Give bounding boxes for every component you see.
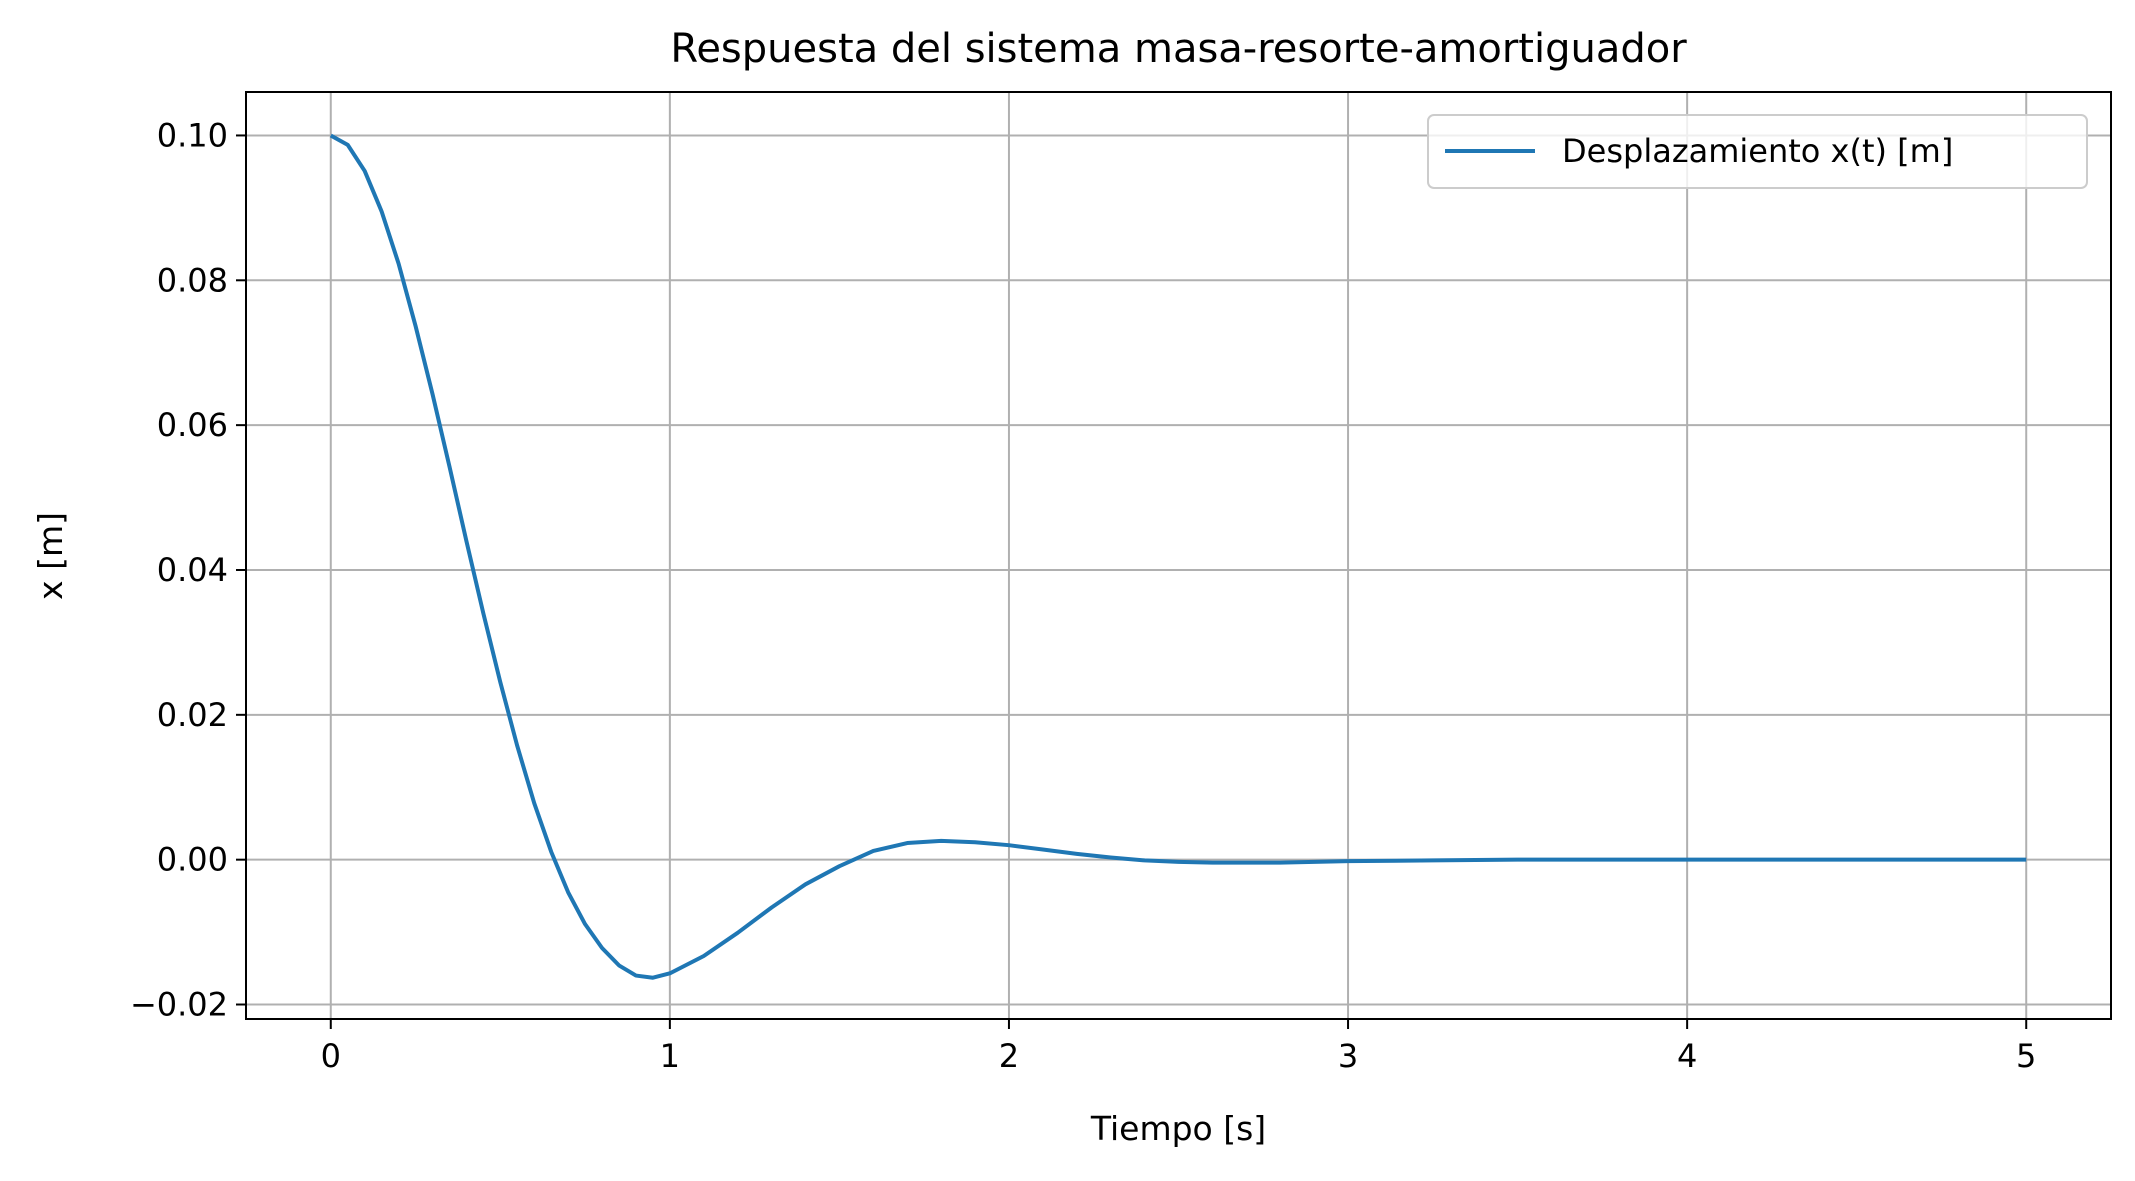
legend: Desplazamiento x(t) [m] [1427,114,2088,189]
y-tick-label: 0.10 [157,116,228,154]
legend-label: Desplazamiento x(t) [m] [1562,132,1953,170]
x-tick-label: 3 [1338,1037,1358,1075]
axes-frame [245,91,2112,1020]
series-layer [329,133,2027,980]
y-tick-label: 0.00 [157,841,228,879]
x-tick-label: 2 [999,1037,1019,1075]
x-tick-label: 4 [1677,1037,1697,1075]
y-axis-label: x [m] [31,512,70,600]
ticks-layer: 0 1 2 3 4 5 −0.02 0.00 0.02 0.04 0.06 0.08 0.10 [130,116,2036,1075]
grid-layer [246,92,2111,1019]
x-axis-label: Tiempo [s] [1090,1109,1266,1148]
x-tick-label: 1 [660,1037,680,1075]
x-tick-label: 0 [321,1037,341,1075]
legend-box [1427,114,2088,189]
y-tick-label: 0.04 [157,551,228,589]
y-tick-label: 0.08 [157,261,228,299]
y-tick-label: −0.02 [130,986,228,1024]
x-tick-label: 5 [2016,1037,2036,1075]
y-tick-label: 0.02 [157,696,228,734]
series-line [329,133,2027,980]
chart-title: Respuesta del sistema masa-resorte-amort… [670,26,1687,72]
y-tick-label: 0.06 [157,406,228,444]
